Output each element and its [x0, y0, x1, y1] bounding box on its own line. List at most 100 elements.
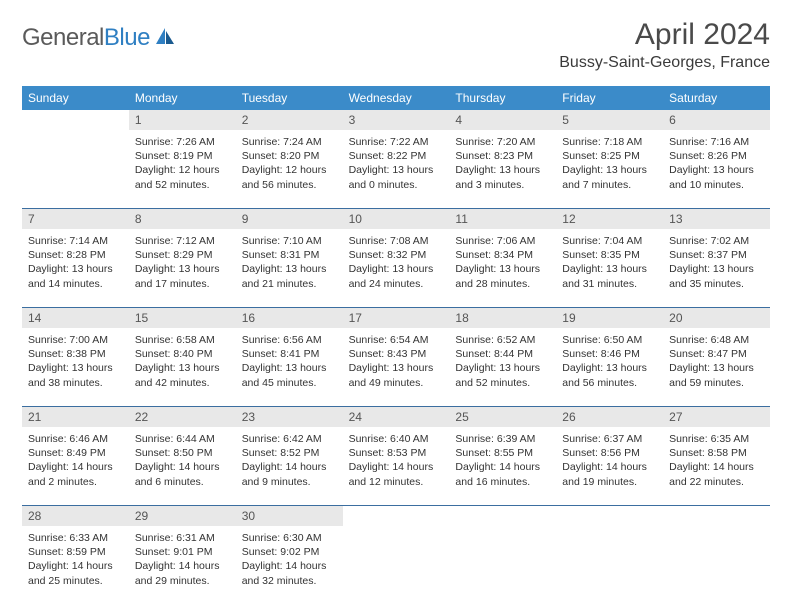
day-cell: Sunrise: 6:31 AMSunset: 9:01 PMDaylight:… [129, 526, 236, 604]
day-number: 10 [343, 209, 450, 229]
week-row: Sunrise: 7:00 AMSunset: 8:38 PMDaylight:… [22, 328, 770, 407]
day-number: 17 [343, 308, 450, 328]
day-info: Sunrise: 6:30 AMSunset: 9:02 PMDaylight:… [240, 529, 339, 588]
sunrise-text: Sunrise: 7:04 AM [562, 234, 657, 248]
calendar: Sunday Monday Tuesday Wednesday Thursday… [22, 86, 770, 604]
day-number: 4 [449, 110, 556, 130]
daylight-text: Daylight: 13 hours and 31 minutes. [562, 262, 657, 290]
day-number: 6 [663, 110, 770, 130]
day-info: Sunrise: 7:18 AMSunset: 8:25 PMDaylight:… [560, 133, 659, 192]
day-info: Sunrise: 7:24 AMSunset: 8:20 PMDaylight:… [240, 133, 339, 192]
month-title: April 2024 [559, 18, 770, 52]
day-info: Sunrise: 6:40 AMSunset: 8:53 PMDaylight:… [347, 430, 446, 489]
day-cell: Sunrise: 7:18 AMSunset: 8:25 PMDaylight:… [556, 130, 663, 208]
daylight-text: Daylight: 13 hours and 14 minutes. [28, 262, 123, 290]
sunset-text: Sunset: 8:38 PM [28, 347, 123, 361]
daylight-text: Daylight: 14 hours and 6 minutes. [135, 460, 230, 488]
day-number [663, 506, 770, 526]
day-number: 14 [22, 308, 129, 328]
location: Bussy-Saint-Georges, France [559, 54, 770, 72]
day-info: Sunrise: 6:56 AMSunset: 8:41 PMDaylight:… [240, 331, 339, 390]
day-info: Sunrise: 7:02 AMSunset: 8:37 PMDaylight:… [667, 232, 766, 291]
day-info: Sunrise: 7:10 AMSunset: 8:31 PMDaylight:… [240, 232, 339, 291]
day-header: Saturday [663, 86, 770, 110]
day-info: Sunrise: 7:08 AMSunset: 8:32 PMDaylight:… [347, 232, 446, 291]
sunset-text: Sunset: 8:41 PM [242, 347, 337, 361]
day-info: Sunrise: 6:48 AMSunset: 8:47 PMDaylight:… [667, 331, 766, 390]
daylight-text: Daylight: 13 hours and 7 minutes. [562, 163, 657, 191]
sunset-text: Sunset: 8:49 PM [28, 446, 123, 460]
daylight-text: Daylight: 13 hours and 42 minutes. [135, 361, 230, 389]
sunrise-text: Sunrise: 7:20 AM [455, 135, 550, 149]
daylight-text: Daylight: 14 hours and 16 minutes. [455, 460, 550, 488]
day-cell: Sunrise: 7:20 AMSunset: 8:23 PMDaylight:… [449, 130, 556, 208]
sunrise-text: Sunrise: 6:44 AM [135, 432, 230, 446]
day-header: Friday [556, 86, 663, 110]
daylight-text: Daylight: 13 hours and 28 minutes. [455, 262, 550, 290]
sunset-text: Sunset: 8:40 PM [135, 347, 230, 361]
day-info: Sunrise: 6:37 AMSunset: 8:56 PMDaylight:… [560, 430, 659, 489]
daylight-text: Daylight: 14 hours and 2 minutes. [28, 460, 123, 488]
sunrise-text: Sunrise: 7:08 AM [349, 234, 444, 248]
title-block: April 2024 Bussy-Saint-Georges, France [559, 18, 770, 72]
daylight-text: Daylight: 13 hours and 45 minutes. [242, 361, 337, 389]
day-info: Sunrise: 6:52 AMSunset: 8:44 PMDaylight:… [453, 331, 552, 390]
day-cell: Sunrise: 6:37 AMSunset: 8:56 PMDaylight:… [556, 427, 663, 505]
weeks-container: 123456Sunrise: 7:26 AMSunset: 8:19 PMDay… [22, 110, 770, 604]
sail-icon [154, 26, 176, 51]
day-number: 8 [129, 209, 236, 229]
sunrise-text: Sunrise: 6:31 AM [135, 531, 230, 545]
day-cell: Sunrise: 7:04 AMSunset: 8:35 PMDaylight:… [556, 229, 663, 307]
day-cell: Sunrise: 7:24 AMSunset: 8:20 PMDaylight:… [236, 130, 343, 208]
sunrise-text: Sunrise: 7:12 AM [135, 234, 230, 248]
sunset-text: Sunset: 9:02 PM [242, 545, 337, 559]
daynum-row: 21222324252627 [22, 407, 770, 427]
sunrise-text: Sunrise: 6:58 AM [135, 333, 230, 347]
daylight-text: Daylight: 13 hours and 21 minutes. [242, 262, 337, 290]
day-info: Sunrise: 6:54 AMSunset: 8:43 PMDaylight:… [347, 331, 446, 390]
day-cell [22, 130, 129, 208]
day-info: Sunrise: 6:42 AMSunset: 8:52 PMDaylight:… [240, 430, 339, 489]
day-info: Sunrise: 7:00 AMSunset: 8:38 PMDaylight:… [26, 331, 125, 390]
sunrise-text: Sunrise: 6:30 AM [242, 531, 337, 545]
day-number: 26 [556, 407, 663, 427]
day-info: Sunrise: 6:50 AMSunset: 8:46 PMDaylight:… [560, 331, 659, 390]
sunset-text: Sunset: 8:35 PM [562, 248, 657, 262]
daylight-text: Daylight: 13 hours and 49 minutes. [349, 361, 444, 389]
sunrise-text: Sunrise: 6:50 AM [562, 333, 657, 347]
day-cell: Sunrise: 7:12 AMSunset: 8:29 PMDaylight:… [129, 229, 236, 307]
sunrise-text: Sunrise: 6:48 AM [669, 333, 764, 347]
day-info: Sunrise: 6:58 AMSunset: 8:40 PMDaylight:… [133, 331, 232, 390]
sunset-text: Sunset: 8:55 PM [455, 446, 550, 460]
daynum-row: 123456 [22, 110, 770, 130]
day-cell: Sunrise: 6:48 AMSunset: 8:47 PMDaylight:… [663, 328, 770, 406]
sunset-text: Sunset: 8:31 PM [242, 248, 337, 262]
day-info: Sunrise: 7:12 AMSunset: 8:29 PMDaylight:… [133, 232, 232, 291]
day-cell: Sunrise: 6:35 AMSunset: 8:58 PMDaylight:… [663, 427, 770, 505]
daylight-text: Daylight: 13 hours and 38 minutes. [28, 361, 123, 389]
daylight-text: Daylight: 14 hours and 25 minutes. [28, 559, 123, 587]
day-cell: Sunrise: 6:44 AMSunset: 8:50 PMDaylight:… [129, 427, 236, 505]
sunrise-text: Sunrise: 6:39 AM [455, 432, 550, 446]
day-number: 16 [236, 308, 343, 328]
day-header-row: Sunday Monday Tuesday Wednesday Thursday… [22, 86, 770, 110]
day-cell: Sunrise: 6:54 AMSunset: 8:43 PMDaylight:… [343, 328, 450, 406]
sunrise-text: Sunrise: 7:14 AM [28, 234, 123, 248]
sunset-text: Sunset: 8:25 PM [562, 149, 657, 163]
day-cell [343, 526, 450, 604]
day-number: 28 [22, 506, 129, 526]
day-info: Sunrise: 7:04 AMSunset: 8:35 PMDaylight:… [560, 232, 659, 291]
sunrise-text: Sunrise: 6:40 AM [349, 432, 444, 446]
day-number: 22 [129, 407, 236, 427]
sunset-text: Sunset: 8:29 PM [135, 248, 230, 262]
day-number [556, 506, 663, 526]
day-info: Sunrise: 7:16 AMSunset: 8:26 PMDaylight:… [667, 133, 766, 192]
day-cell: Sunrise: 6:46 AMSunset: 8:49 PMDaylight:… [22, 427, 129, 505]
sunset-text: Sunset: 8:34 PM [455, 248, 550, 262]
daylight-text: Daylight: 13 hours and 56 minutes. [562, 361, 657, 389]
daylight-text: Daylight: 13 hours and 0 minutes. [349, 163, 444, 191]
day-cell: Sunrise: 7:06 AMSunset: 8:34 PMDaylight:… [449, 229, 556, 307]
day-cell: Sunrise: 7:26 AMSunset: 8:19 PMDaylight:… [129, 130, 236, 208]
logo-text: GeneralBlue [22, 24, 150, 52]
day-cell: Sunrise: 7:08 AMSunset: 8:32 PMDaylight:… [343, 229, 450, 307]
